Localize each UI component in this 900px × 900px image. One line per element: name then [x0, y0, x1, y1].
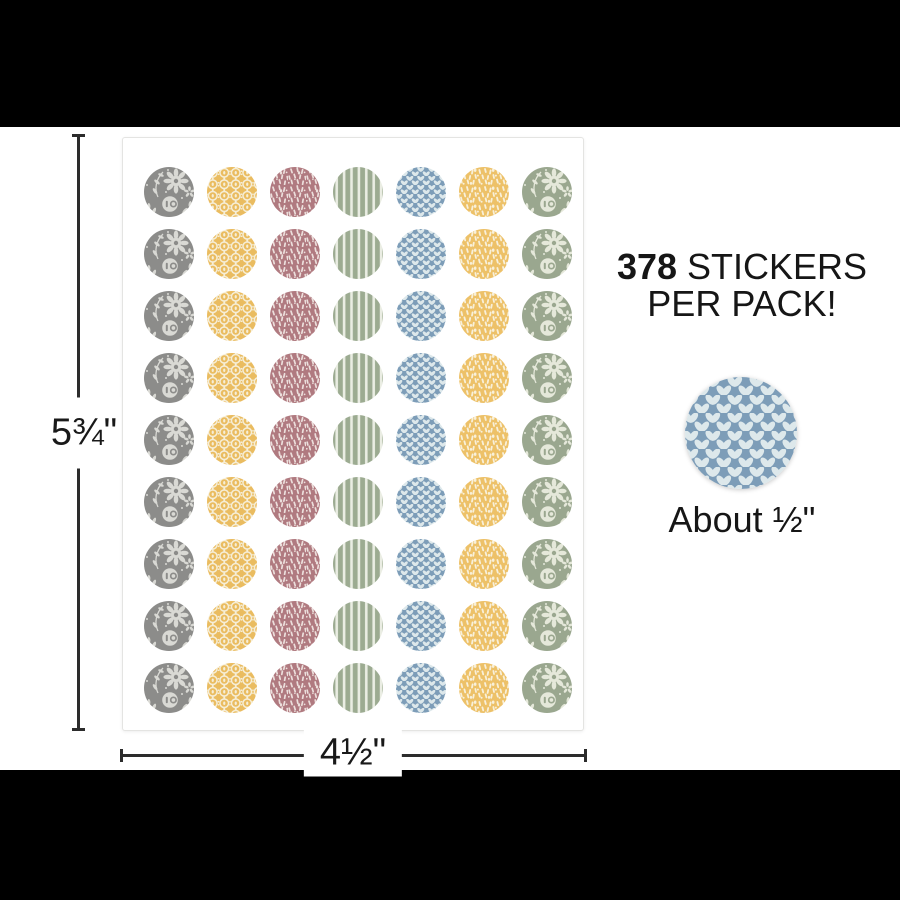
- sticker: [396, 477, 446, 527]
- sticker: [207, 229, 257, 279]
- sticker: [333, 353, 383, 403]
- sticker: [459, 291, 509, 341]
- sticker: [396, 415, 446, 465]
- sticker: [522, 167, 572, 217]
- dimension-line-cap: [71, 728, 85, 731]
- sticker: [459, 539, 509, 589]
- sticker: [144, 539, 194, 589]
- sticker: [333, 291, 383, 341]
- sticker: [396, 353, 446, 403]
- sticker: [459, 601, 509, 651]
- sticker: [144, 353, 194, 403]
- sticker: [270, 353, 320, 403]
- sticker: [144, 291, 194, 341]
- sticker: [144, 167, 194, 217]
- sticker: [333, 167, 383, 217]
- width-dimension-label: 4½": [303, 729, 403, 777]
- sticker: [270, 415, 320, 465]
- sticker: [144, 601, 194, 651]
- sticker: [270, 291, 320, 341]
- sticker: [270, 601, 320, 651]
- sticker: [459, 353, 509, 403]
- sticker: [333, 415, 383, 465]
- sticker: [459, 415, 509, 465]
- sticker: [333, 539, 383, 589]
- sticker: [459, 663, 509, 713]
- sticker: [459, 167, 509, 217]
- sticker: [144, 663, 194, 713]
- sample-size-label: About ½": [668, 499, 816, 540]
- sticker: [270, 663, 320, 713]
- sticker: [396, 167, 446, 217]
- pack-count: 378: [616, 246, 678, 287]
- sticker: [522, 663, 572, 713]
- sticker: [207, 477, 257, 527]
- sticker: [270, 477, 320, 527]
- sticker: [459, 229, 509, 279]
- pack-count-suffix: STICKERS: [677, 246, 868, 287]
- sticker: [207, 601, 257, 651]
- height-dimension-label: 5¾": [46, 397, 122, 469]
- sticker: [396, 229, 446, 279]
- sticker: [396, 291, 446, 341]
- sticker: [207, 415, 257, 465]
- sticker: [396, 663, 446, 713]
- sticker: [522, 353, 572, 403]
- pack-count-headline: 378 STICKERS PER PACK!: [592, 248, 892, 322]
- sticker: [522, 477, 572, 527]
- letterbox-bottom: [0, 770, 900, 900]
- sample-sticker: [685, 377, 797, 489]
- sticker: [522, 415, 572, 465]
- sticker: [144, 229, 194, 279]
- letterbox-top: [0, 0, 900, 127]
- sticker: [207, 353, 257, 403]
- sticker: [207, 663, 257, 713]
- sticker: [522, 539, 572, 589]
- sticker: [333, 663, 383, 713]
- sticker: [522, 229, 572, 279]
- sticker: [207, 539, 257, 589]
- sticker: [144, 415, 194, 465]
- sticker: [207, 167, 257, 217]
- sticker: [396, 539, 446, 589]
- headline-line1: 378 STICKERS: [592, 248, 892, 285]
- sticker: [144, 477, 194, 527]
- dimension-line-cap: [584, 749, 587, 762]
- sticker: [270, 167, 320, 217]
- sticker: [333, 229, 383, 279]
- sticker: [522, 291, 572, 341]
- sticker-sheet: [122, 137, 584, 731]
- sticker: [459, 477, 509, 527]
- headline-line2: PER PACK!: [647, 283, 837, 324]
- sticker: [522, 601, 572, 651]
- sticker: [207, 291, 257, 341]
- sticker: [333, 477, 383, 527]
- sticker: [333, 601, 383, 651]
- sticker: [270, 229, 320, 279]
- sticker: [270, 539, 320, 589]
- dimension-line-cap: [120, 749, 123, 762]
- dimension-line-cap: [71, 134, 85, 137]
- sticker-grid: [144, 167, 572, 713]
- sticker: [396, 601, 446, 651]
